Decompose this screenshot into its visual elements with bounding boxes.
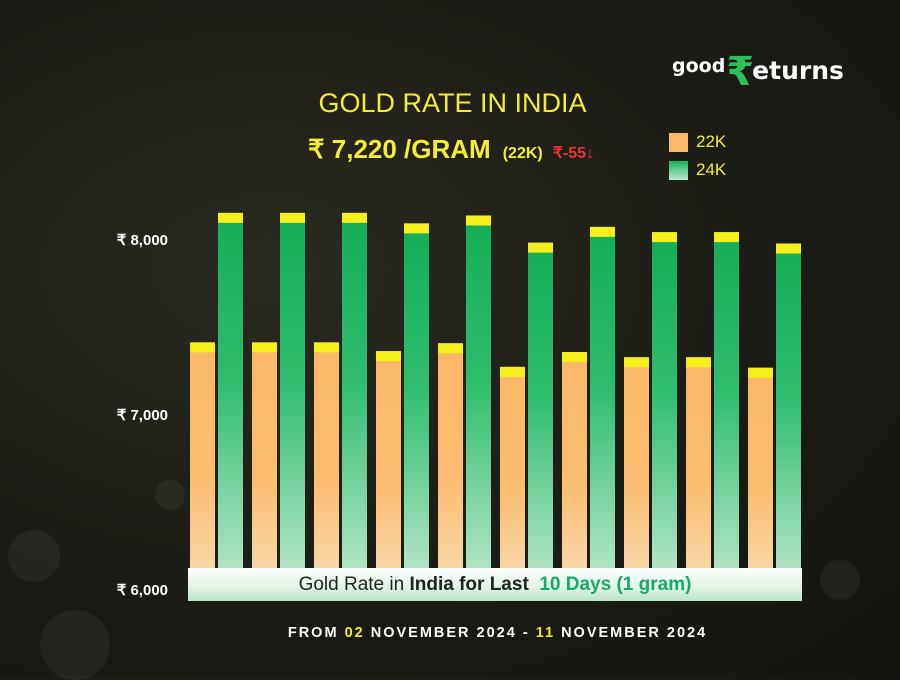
bar-cap-24k-2 bbox=[280, 212, 305, 223]
bar-cap-22k-10 bbox=[748, 367, 773, 378]
bar-cap-22k-8 bbox=[624, 357, 649, 368]
bar-24k-3 bbox=[342, 212, 367, 590]
bar-22k-7 bbox=[562, 352, 587, 590]
chart-caption-banner: Gold Rate in India for Last 10 Days (1 g… bbox=[188, 568, 802, 601]
bar-cap-24k-4 bbox=[404, 223, 429, 234]
logo-good-text: good bbox=[672, 55, 726, 77]
bar-22k-1 bbox=[190, 342, 215, 590]
legend-swatch-22k bbox=[669, 132, 688, 152]
bar-22k-10 bbox=[748, 367, 773, 590]
legend-label-22k: 22K bbox=[696, 132, 727, 151]
bokeh-decoration bbox=[8, 530, 60, 582]
bar-24k-6 bbox=[528, 242, 553, 590]
bar-24k-5 bbox=[466, 215, 491, 590]
brand-logo: good ₹ eturns bbox=[672, 52, 844, 92]
bar-22k-6 bbox=[500, 366, 525, 590]
bar-22k-2 bbox=[252, 342, 277, 590]
bar-24k-8 bbox=[652, 232, 677, 590]
bar-cap-22k-9 bbox=[686, 357, 711, 368]
bar-cap-22k-3 bbox=[314, 342, 339, 353]
bar-cap-22k-7 bbox=[562, 352, 587, 362]
bar-24k-4 bbox=[404, 223, 429, 590]
footer-end-rest: NOVEMBER 2024 bbox=[561, 625, 708, 641]
y-tick-label: ₹ 6,000 bbox=[117, 582, 168, 599]
bar-cap-24k-3 bbox=[342, 212, 367, 223]
bar-cap-24k-6 bbox=[528, 242, 553, 253]
bar-24k-7 bbox=[590, 226, 615, 590]
bar-cap-24k-5 bbox=[466, 215, 491, 226]
bar-22k-4 bbox=[376, 351, 401, 590]
y-tick-label: ₹ 7,000 bbox=[117, 407, 168, 424]
bar-22k-8 bbox=[624, 357, 649, 590]
bar-24k-10 bbox=[776, 243, 801, 590]
banner-text-2: India for Last bbox=[409, 573, 529, 595]
bar-cap-22k-6 bbox=[500, 366, 525, 377]
bar-24k-2 bbox=[280, 212, 305, 590]
bar-cap-24k-7 bbox=[590, 226, 615, 237]
price-change: ₹-55↓ bbox=[552, 145, 595, 162]
footer-from: FROM bbox=[287, 625, 339, 641]
price-per-gram: ₹ 7,220 /GRAM bbox=[308, 134, 491, 164]
bar-24k-1 bbox=[218, 212, 243, 590]
bar-cap-22k-5 bbox=[438, 343, 463, 354]
logo-eturns-text: eturns bbox=[752, 56, 844, 85]
bar-cap-22k-2 bbox=[252, 342, 277, 353]
y-tick-label: ₹ 8,000 bbox=[117, 232, 168, 249]
bars-group bbox=[190, 212, 801, 590]
footer-start-rest: NOVEMBER 2024 - bbox=[370, 625, 530, 641]
price-line: ₹ 7,220 /GRAM (22K) ₹-55↓ bbox=[308, 134, 594, 165]
bar-22k-9 bbox=[686, 357, 711, 590]
bar-cap-22k-4 bbox=[376, 351, 401, 362]
bar-cap-24k-1 bbox=[218, 212, 243, 223]
bar-22k-3 bbox=[314, 342, 339, 590]
bar-cap-24k-8 bbox=[652, 232, 677, 243]
date-range-footer: FROM 02 NOVEMBER 2024 - 11 NOVEMBER 2024 bbox=[0, 625, 900, 641]
bokeh-decoration bbox=[820, 560, 860, 600]
bar-cap-24k-10 bbox=[776, 243, 801, 254]
price-karat: (22K) bbox=[502, 145, 543, 162]
bar-cap-24k-9 bbox=[714, 232, 739, 243]
footer-start-day: 02 bbox=[344, 625, 365, 641]
footer-end-day: 11 bbox=[535, 625, 556, 641]
bar-22k-5 bbox=[438, 343, 463, 590]
bokeh-decoration bbox=[155, 480, 185, 510]
logo-rupee-icon: ₹ bbox=[726, 49, 755, 95]
y-axis: ₹ 6,000 ₹ 7,000 ₹ 8,000 bbox=[117, 232, 168, 599]
legend-label-24k: 24K bbox=[696, 160, 727, 179]
chart-legend: 22K 24K bbox=[669, 128, 726, 184]
banner-text-1: Gold Rate in bbox=[298, 573, 405, 595]
bar-cap-22k-1 bbox=[190, 342, 215, 353]
banner-text-3: 10 Days (1 gram) bbox=[539, 573, 692, 595]
bar-24k-9 bbox=[714, 232, 739, 590]
legend-item-22k: 22K bbox=[669, 128, 726, 156]
legend-item-24k: 24K bbox=[669, 156, 726, 184]
bokeh-decoration bbox=[40, 610, 110, 680]
legend-swatch-24k bbox=[669, 160, 688, 180]
chart-title: GOLD RATE IN INDIA bbox=[318, 88, 587, 118]
